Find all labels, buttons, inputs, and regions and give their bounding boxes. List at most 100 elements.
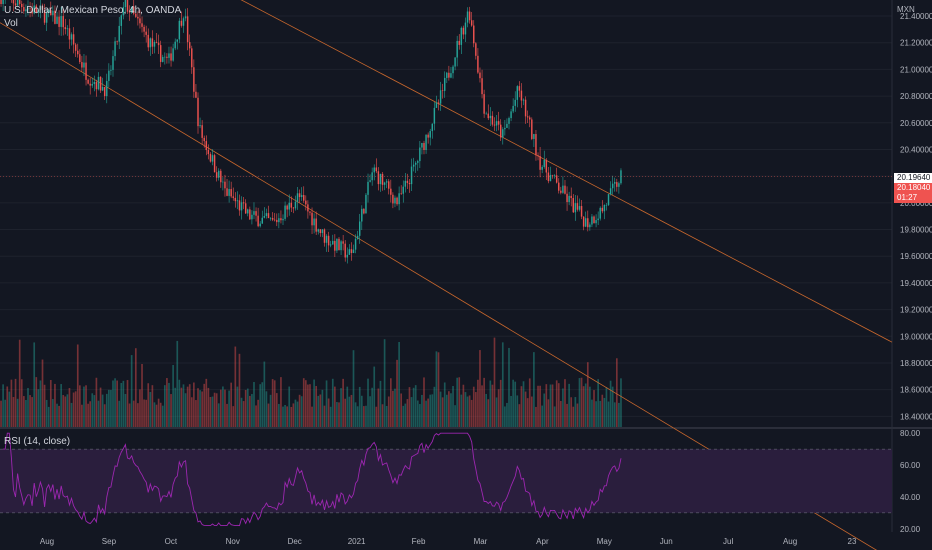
- price-tick-label: 18.40000: [900, 412, 932, 421]
- candle-body: [587, 218, 589, 228]
- volume-bar: [166, 378, 168, 427]
- volume-bar: [620, 378, 622, 427]
- volume-bar: [493, 337, 496, 427]
- volume-bar: [549, 384, 552, 427]
- candle-body: [458, 40, 460, 45]
- price-axis[interactable]: 21.40000 21.20000 21.00000 20.80000 20.60000…: [900, 12, 932, 534]
- candle-body: [311, 212, 313, 226]
- candle-body: [510, 111, 512, 119]
- volume-bar: [153, 402, 156, 427]
- volume-bar: [39, 380, 42, 427]
- candle-body: [549, 174, 552, 182]
- volume-bar: [574, 397, 577, 427]
- volume-bar: [31, 397, 33, 427]
- time-tick-label: 23: [848, 537, 857, 546]
- countdown-tag: 01:27: [894, 193, 932, 203]
- volume-bar: [149, 391, 152, 427]
- volume-bar: [568, 383, 570, 427]
- volume-bar: [524, 391, 527, 427]
- volume-bar: [530, 396, 533, 427]
- candle-body: [520, 90, 523, 101]
- price-tick-label: 19.80000: [900, 226, 932, 235]
- volume-bar: [435, 351, 438, 427]
- candle-body: [242, 202, 245, 204]
- time-axis[interactable]: Aug Sep Oct Nov Dec 2021 Feb Mar Apr May Jun Jul Aug…: [40, 537, 857, 546]
- candle-body: [18, 0, 21, 4]
- volume-bar: [325, 380, 328, 427]
- candle-body: [580, 206, 583, 217]
- volume-bar: [226, 403, 228, 427]
- candle-body: [81, 62, 83, 68]
- time-tick-label: Jun: [660, 537, 673, 546]
- candle-body: [294, 201, 297, 209]
- volume-bar: [215, 393, 218, 427]
- volume-bar: [499, 379, 502, 427]
- volume-bar: [103, 404, 106, 427]
- volume-bar: [68, 388, 71, 427]
- candle-body: [39, 6, 42, 10]
- candle-body: [576, 203, 579, 210]
- volume-bar: [10, 379, 13, 427]
- candle-body: [603, 204, 606, 212]
- candle-body: [77, 50, 79, 55]
- candle-body: [97, 76, 100, 90]
- volume-bar: [570, 397, 573, 427]
- volume-bar: [56, 403, 58, 427]
- volume-bar: [269, 394, 272, 427]
- candle-body: [58, 16, 60, 27]
- candle-body: [572, 198, 575, 213]
- volume-bar: [389, 378, 392, 427]
- volume-bar: [618, 402, 620, 427]
- volume-bar: [522, 381, 525, 427]
- volume-bar: [358, 386, 361, 427]
- volume-bar: [365, 405, 367, 427]
- candle-body: [93, 81, 96, 85]
- volume-bar: [122, 380, 125, 427]
- volume-bar: [112, 380, 114, 427]
- volume-bar: [242, 401, 245, 427]
- candle-body: [27, 8, 29, 10]
- volume-bar: [363, 406, 365, 427]
- candle-body: [504, 127, 506, 130]
- volume-bar: [601, 394, 604, 427]
- candle-body: [215, 172, 218, 178]
- volume-bar: [367, 378, 369, 427]
- candle-body: [508, 118, 510, 124]
- volume-bar: [108, 389, 110, 427]
- volume-bar: [555, 380, 558, 427]
- candle-body: [423, 142, 425, 150]
- candle-body: [126, 0, 129, 12]
- volume-bar: [286, 406, 288, 427]
- volume-bar: [49, 379, 52, 427]
- volume-bar: [298, 394, 301, 427]
- candle-body: [54, 10, 56, 24]
- candle-body: [352, 249, 355, 254]
- volume-bar: [155, 404, 158, 427]
- volume-bar: [311, 406, 313, 427]
- candle-body: [255, 211, 257, 216]
- volume-bar: [186, 386, 189, 427]
- volume-bar: [483, 377, 485, 427]
- volume-bar: [137, 403, 139, 427]
- time-tick-label: 2021: [348, 537, 366, 546]
- candle-body: [321, 229, 324, 234]
- price-tick-label: 20.80000: [900, 92, 932, 101]
- candle-body: [464, 22, 467, 35]
- volume-bar: [2, 384, 4, 427]
- volume-bar: [491, 384, 494, 427]
- candle-body: [155, 41, 158, 43]
- time-tick-label: Nov: [226, 537, 240, 546]
- volume-bar: [25, 400, 27, 427]
- volume-bar: [101, 394, 104, 427]
- candle-body: [50, 10, 52, 16]
- volume-bar: [78, 385, 81, 427]
- volume-bar: [408, 387, 411, 427]
- candle-body: [356, 235, 359, 239]
- volume-bar: [157, 398, 160, 427]
- volume-bar: [541, 405, 544, 427]
- volume-bar: [164, 385, 166, 427]
- volume-bar: [197, 388, 199, 427]
- volume-bar: [373, 366, 376, 427]
- volume-bar: [441, 397, 444, 427]
